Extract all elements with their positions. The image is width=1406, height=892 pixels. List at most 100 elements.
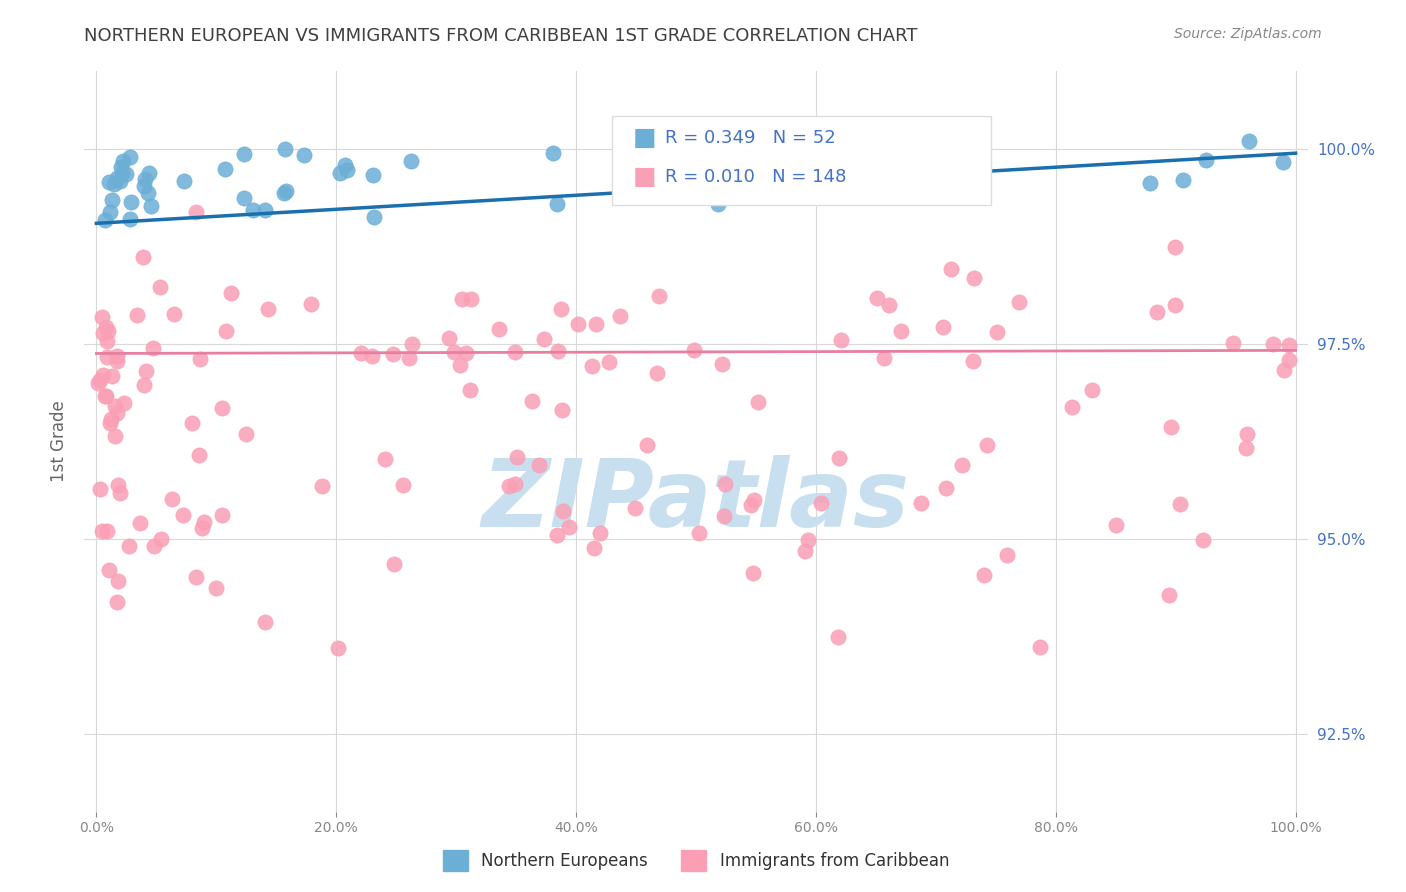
Immigrants from Caribbean bbox=[131, 250, 153, 264]
Immigrants from Caribbean bbox=[93, 388, 115, 402]
Northern Europeans bbox=[292, 148, 315, 162]
Northern Europeans bbox=[110, 160, 132, 174]
Immigrants from Caribbean bbox=[551, 403, 574, 417]
Immigrants from Caribbean bbox=[742, 566, 765, 580]
Immigrants from Caribbean bbox=[866, 291, 889, 305]
Text: R = 0.349   N = 52: R = 0.349 N = 52 bbox=[665, 129, 835, 147]
Immigrants from Caribbean bbox=[142, 341, 165, 355]
Immigrants from Caribbean bbox=[456, 346, 478, 360]
Immigrants from Caribbean bbox=[506, 450, 529, 465]
Immigrants from Caribbean bbox=[793, 544, 815, 558]
Immigrants from Caribbean bbox=[1272, 363, 1295, 377]
Immigrants from Caribbean bbox=[125, 308, 148, 322]
Immigrants from Caribbean bbox=[547, 343, 569, 358]
Immigrants from Caribbean bbox=[193, 515, 215, 529]
Immigrants from Caribbean bbox=[89, 482, 111, 496]
Immigrants from Caribbean bbox=[107, 406, 129, 420]
Immigrants from Caribbean bbox=[1263, 337, 1285, 351]
Immigrants from Caribbean bbox=[1146, 305, 1168, 319]
Immigrants from Caribbean bbox=[450, 293, 472, 307]
Northern Europeans bbox=[115, 167, 138, 181]
Immigrants from Caribbean bbox=[648, 289, 671, 303]
Northern Europeans bbox=[118, 211, 141, 226]
Immigrants from Caribbean bbox=[105, 353, 128, 368]
Immigrants from Caribbean bbox=[107, 477, 129, 491]
Immigrants from Caribbean bbox=[533, 332, 555, 346]
Northern Europeans bbox=[793, 144, 815, 158]
Immigrants from Caribbean bbox=[104, 399, 127, 413]
Immigrants from Caribbean bbox=[132, 377, 155, 392]
Northern Europeans bbox=[882, 154, 904, 169]
Northern Europeans bbox=[233, 190, 256, 204]
Immigrants from Caribbean bbox=[149, 280, 172, 294]
Immigrants from Caribbean bbox=[328, 640, 350, 655]
Immigrants from Caribbean bbox=[107, 574, 129, 588]
Northern Europeans bbox=[242, 202, 264, 217]
Immigrants from Caribbean bbox=[211, 401, 233, 416]
Immigrants from Caribbean bbox=[188, 448, 211, 462]
Immigrants from Caribbean bbox=[215, 324, 238, 338]
Immigrants from Caribbean bbox=[890, 324, 912, 338]
Immigrants from Caribbean bbox=[97, 324, 120, 338]
Northern Europeans bbox=[335, 163, 357, 178]
Northern Europeans bbox=[1272, 154, 1295, 169]
Immigrants from Caribbean bbox=[1278, 352, 1301, 367]
Northern Europeans bbox=[335, 158, 357, 172]
Northern Europeans bbox=[707, 196, 730, 211]
Northern Europeans bbox=[173, 174, 195, 188]
Northern Europeans bbox=[1195, 153, 1218, 168]
Immigrants from Caribbean bbox=[311, 479, 333, 493]
Immigrants from Caribbean bbox=[962, 354, 984, 368]
Immigrants from Caribbean bbox=[460, 292, 482, 306]
Immigrants from Caribbean bbox=[91, 310, 114, 324]
Immigrants from Caribbean bbox=[104, 428, 127, 442]
Northern Europeans bbox=[112, 153, 135, 168]
Immigrants from Caribbean bbox=[963, 271, 986, 285]
Northern Europeans bbox=[541, 145, 564, 160]
Northern Europeans bbox=[134, 171, 156, 186]
Immigrants from Caribbean bbox=[460, 383, 482, 397]
Northern Europeans bbox=[139, 199, 162, 213]
Immigrants from Caribbean bbox=[1081, 383, 1104, 397]
Immigrants from Caribbean bbox=[398, 351, 420, 366]
Immigrants from Caribbean bbox=[645, 366, 668, 380]
Immigrants from Caribbean bbox=[877, 298, 900, 312]
Northern Europeans bbox=[866, 135, 889, 149]
Immigrants from Caribbean bbox=[360, 349, 382, 363]
Immigrants from Caribbean bbox=[973, 567, 995, 582]
Immigrants from Caribbean bbox=[184, 204, 207, 219]
Northern Europeans bbox=[93, 213, 115, 227]
Northern Europeans bbox=[120, 195, 142, 210]
Immigrants from Caribbean bbox=[1157, 588, 1180, 602]
Text: ZIPatlas: ZIPatlas bbox=[482, 455, 910, 547]
Northern Europeans bbox=[276, 184, 298, 198]
Immigrants from Caribbean bbox=[96, 524, 118, 539]
Immigrants from Caribbean bbox=[941, 261, 963, 276]
Immigrants from Caribbean bbox=[86, 376, 108, 391]
Immigrants from Caribbean bbox=[256, 301, 278, 316]
Immigrants from Caribbean bbox=[98, 563, 121, 577]
Northern Europeans bbox=[100, 193, 122, 207]
Immigrants from Caribbean bbox=[550, 302, 572, 317]
Northern Europeans bbox=[711, 153, 734, 168]
Northern Europeans bbox=[969, 163, 991, 178]
Immigrants from Caribbean bbox=[101, 369, 124, 384]
Immigrants from Caribbean bbox=[747, 395, 769, 409]
Immigrants from Caribbean bbox=[505, 477, 527, 491]
Immigrants from Caribbean bbox=[381, 347, 404, 361]
Text: NORTHERN EUROPEAN VS IMMIGRANTS FROM CARIBBEAN 1ST GRADE CORRELATION CHART: NORTHERN EUROPEAN VS IMMIGRANTS FROM CAR… bbox=[84, 27, 918, 45]
Immigrants from Caribbean bbox=[976, 438, 998, 452]
Northern Europeans bbox=[253, 202, 276, 217]
Immigrants from Caribbean bbox=[100, 412, 122, 426]
Immigrants from Caribbean bbox=[624, 501, 647, 516]
Immigrants from Caribbean bbox=[211, 508, 233, 522]
Immigrants from Caribbean bbox=[598, 355, 620, 369]
Northern Europeans bbox=[273, 186, 295, 201]
Immigrants from Caribbean bbox=[382, 557, 405, 571]
Immigrants from Caribbean bbox=[94, 320, 117, 334]
Immigrants from Caribbean bbox=[96, 350, 118, 364]
Immigrants from Caribbean bbox=[488, 322, 510, 336]
Northern Europeans bbox=[363, 210, 385, 224]
Northern Europeans bbox=[546, 197, 568, 211]
Immigrants from Caribbean bbox=[585, 317, 607, 331]
